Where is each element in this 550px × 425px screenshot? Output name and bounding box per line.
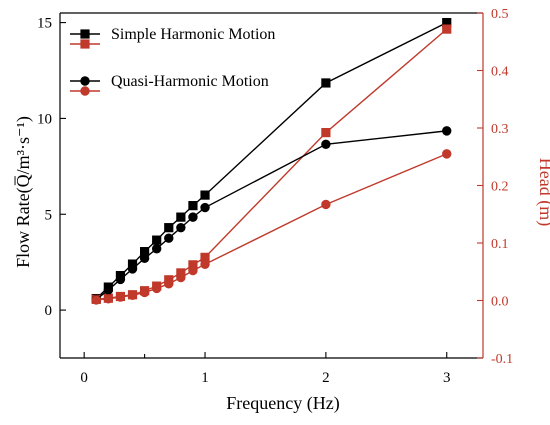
- series-point-0: [152, 235, 162, 245]
- series-point-2: [164, 233, 174, 243]
- legend: Simple Harmonic Motion Quasi-Harmonic Mot…: [70, 26, 275, 96]
- legend-marker: [80, 86, 90, 96]
- x-tick-label: 2: [322, 370, 330, 386]
- series-point-2: [115, 274, 126, 285]
- series-point-1: [442, 24, 452, 34]
- series-point-3: [115, 292, 126, 302]
- series-point-2: [188, 212, 198, 222]
- series-2: [91, 126, 452, 305]
- y-right-tick-label: 0.0: [491, 295, 509, 310]
- legend-item-2: Quasi-Harmonic Motion: [70, 73, 269, 90]
- series-point-2: [127, 264, 138, 274]
- legend-label: Quasi-Harmonic Motion: [111, 73, 269, 90]
- y-right-tick-label: 0.4: [491, 65, 509, 80]
- series-point-1: [321, 127, 331, 138]
- series-point-3: [164, 279, 174, 289]
- series-point-3: [103, 294, 114, 304]
- legend-marker: [80, 29, 90, 39]
- series-point-3: [200, 259, 210, 269]
- x-tick-label: 1: [201, 370, 209, 386]
- y-right-tick-label: 0.2: [491, 180, 509, 195]
- series-point-0: [188, 201, 198, 211]
- legend-marker: [80, 76, 90, 86]
- legend-marker: [80, 39, 90, 49]
- axes-layer: 0 1 2 3 0 5 10 15 -0.1 0.0 0.1 0.2 0.3 0.4 0.5: [37, 7, 513, 386]
- x-axis-label: Frequency (Hz): [226, 393, 339, 414]
- series-point-2: [103, 285, 114, 295]
- series-point-3: [91, 295, 101, 305]
- series-line-3: [96, 153, 448, 301]
- series-point-0: [321, 78, 331, 88]
- series-point-3: [139, 287, 150, 298]
- x-tick-label: 0: [80, 370, 88, 386]
- series-point-3: [127, 290, 138, 301]
- series-point-3: [176, 272, 186, 283]
- y-right-tick-label: -0.1: [491, 352, 513, 367]
- y-left-tick-label: 15: [37, 16, 52, 32]
- series-point-2: [321, 139, 331, 149]
- y-right-tick-label: 0.1: [491, 237, 509, 252]
- y-left-axis-label: Flow Rate(Q̅/m³·s⁻¹): [13, 116, 34, 268]
- series-point-0: [200, 190, 210, 200]
- series-point-2: [139, 253, 150, 264]
- series-point-2: [200, 202, 210, 213]
- series-point-3: [151, 283, 162, 294]
- series-point-2: [176, 222, 186, 233]
- series-point-0: [164, 223, 174, 233]
- series-point-2: [442, 126, 452, 136]
- x-tick-label: 3: [443, 370, 451, 386]
- legend-item-3: [70, 86, 100, 96]
- series-3: [91, 149, 452, 305]
- series-point-3: [321, 199, 331, 210]
- y-left-tick-label: 0: [45, 303, 53, 319]
- legend-label: Simple Harmonic Motion: [111, 26, 275, 43]
- y-right-axis-label: Head (m): [535, 158, 550, 226]
- series-point-2: [151, 244, 162, 254]
- legend-item-0: Simple Harmonic Motion: [70, 26, 275, 43]
- series-point-3: [442, 149, 452, 159]
- series-layer: [91, 17, 452, 305]
- series-point-0: [176, 212, 186, 222]
- y-right-tick-label: 0.5: [491, 7, 509, 22]
- y-right-tick-label: 0.3: [491, 122, 509, 137]
- y-left-tick-label: 5: [45, 207, 53, 223]
- y-left-tick-label: 10: [37, 111, 52, 127]
- legend-item-1: [70, 39, 100, 49]
- series-line-2: [95, 130, 447, 301]
- series-point-3: [188, 265, 198, 276]
